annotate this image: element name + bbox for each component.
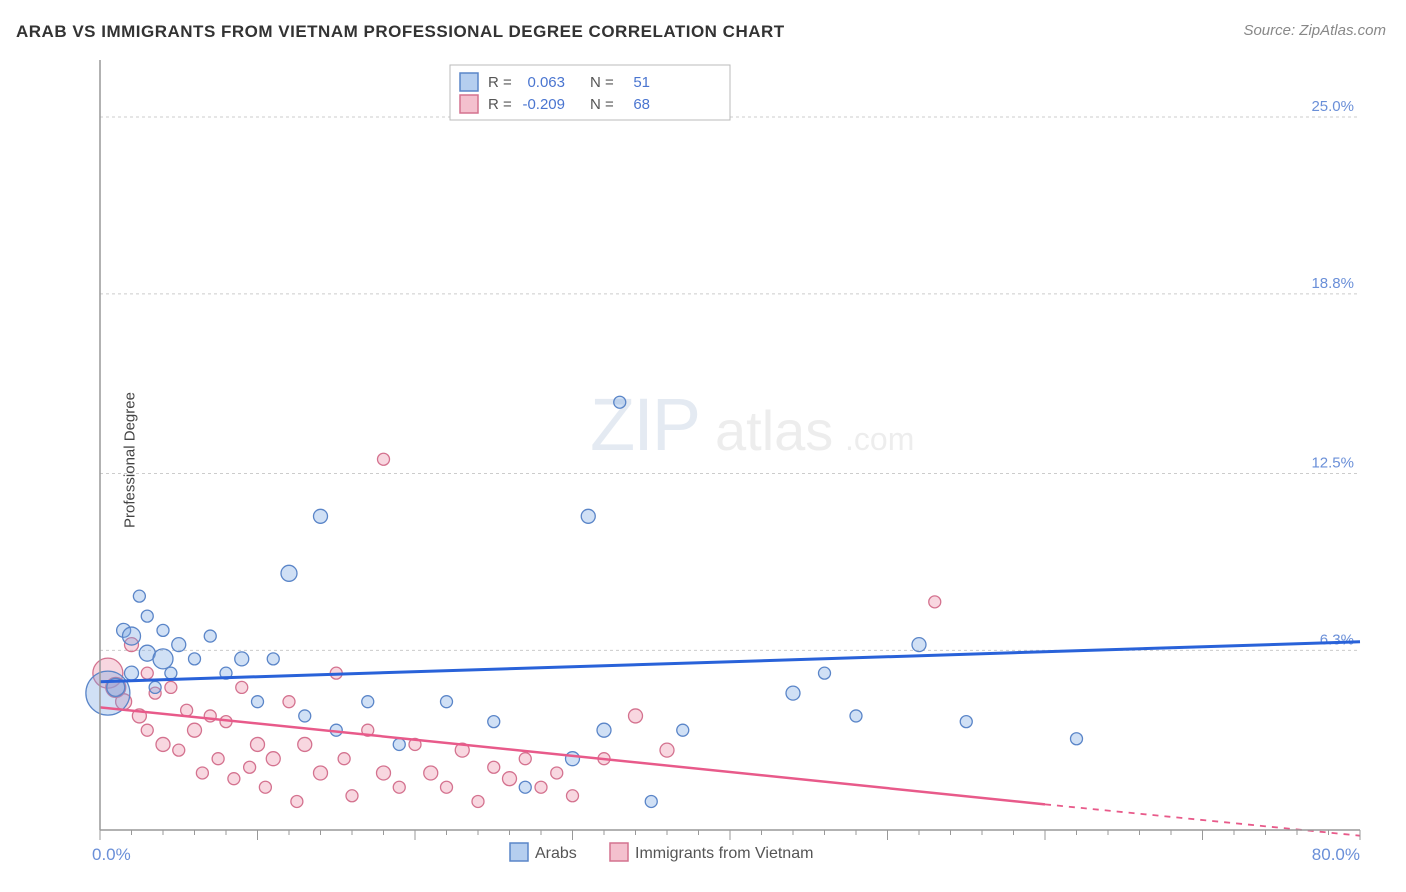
bottom-swatch-vietnam (610, 843, 628, 861)
data-point-vietnam (629, 709, 643, 723)
data-point-vietnam (660, 743, 674, 757)
data-point-arabs (267, 653, 279, 665)
data-point-arabs (314, 509, 328, 523)
data-point-vietnam (298, 737, 312, 751)
data-point-arabs (566, 752, 580, 766)
data-point-arabs (488, 716, 500, 728)
data-point-vietnam (141, 724, 153, 736)
data-point-vietnam (929, 596, 941, 608)
y-tick-label: 12.5% (1311, 455, 1354, 472)
data-point-arabs (645, 795, 657, 807)
data-point-arabs (960, 716, 972, 728)
data-point-arabs (133, 590, 145, 602)
data-point-arabs (819, 667, 831, 679)
data-point-arabs (125, 666, 139, 680)
data-point-arabs (519, 781, 531, 793)
data-point-vietnam (535, 781, 547, 793)
data-point-vietnam (251, 737, 265, 751)
bottom-label-arabs: Arabs (535, 845, 577, 862)
data-point-arabs (149, 681, 161, 693)
data-point-vietnam (236, 681, 248, 693)
data-point-arabs (235, 652, 249, 666)
legend-r-label: R = (488, 96, 512, 113)
data-point-arabs (189, 653, 201, 665)
legend-r-arabs: 0.063 (527, 74, 565, 91)
legend-r-label: R = (488, 74, 512, 91)
legend-n-arabs: 51 (633, 74, 650, 91)
data-point-vietnam (156, 737, 170, 751)
data-point-arabs (299, 710, 311, 722)
data-point-arabs (912, 638, 926, 652)
source-label: Source: ZipAtlas.com (1243, 22, 1386, 39)
regression-line-arabs (100, 642, 1360, 682)
data-point-vietnam (283, 696, 295, 708)
data-point-vietnam (291, 795, 303, 807)
data-point-arabs (597, 723, 611, 737)
y-tick-label: 25.0% (1311, 98, 1354, 115)
data-point-arabs (677, 724, 689, 736)
data-point-vietnam (181, 704, 193, 716)
data-point-vietnam (519, 753, 531, 765)
data-point-vietnam (259, 781, 271, 793)
data-point-vietnam (244, 761, 256, 773)
data-point-vietnam (266, 752, 280, 766)
data-point-vietnam (378, 453, 390, 465)
data-point-arabs (165, 667, 177, 679)
data-point-vietnam (141, 667, 153, 679)
data-point-arabs (850, 710, 862, 722)
chart-title: ARAB VS IMMIGRANTS FROM VIETNAM PROFESSI… (16, 22, 785, 42)
x-max-label: 80.0% (1312, 845, 1360, 864)
data-point-vietnam (503, 772, 517, 786)
legend-n-label: N = (590, 96, 614, 113)
data-point-arabs (393, 738, 405, 750)
y-tick-label: 18.8% (1311, 275, 1354, 292)
data-point-vietnam (212, 753, 224, 765)
data-point-vietnam (393, 781, 405, 793)
scatter-chart: 6.3% 12.5% 18.8% 25.0% ZIP atlas .com 0.0% 80.0%… (50, 60, 1370, 880)
data-point-vietnam (424, 766, 438, 780)
x-min-label: 0.0% (92, 845, 131, 864)
bottom-label-vietnam: Immigrants from Vietnam (635, 845, 813, 862)
data-point-vietnam (377, 766, 391, 780)
y-tick-label: 6.3% (1320, 631, 1354, 648)
data-point-vietnam (173, 744, 185, 756)
bottom-swatch-arabs (510, 843, 528, 861)
data-point-vietnam (472, 795, 484, 807)
data-point-vietnam (338, 753, 350, 765)
data-point-vietnam (567, 790, 579, 802)
data-point-arabs (157, 624, 169, 636)
svg-text:.com: .com (845, 421, 914, 457)
watermark: ZIP atlas .com (590, 383, 914, 466)
data-point-vietnam (488, 761, 500, 773)
data-point-vietnam (441, 781, 453, 793)
legend-n-label: N = (590, 74, 614, 91)
data-point-arabs (362, 696, 374, 708)
legend-r-vietnam: -0.209 (522, 96, 565, 113)
data-point-arabs (1071, 733, 1083, 745)
data-point-arabs (786, 686, 800, 700)
data-point-vietnam (196, 767, 208, 779)
data-point-arabs (172, 638, 186, 652)
legend-swatch-arabs (460, 73, 478, 91)
data-point-arabs (141, 610, 153, 622)
data-point-vietnam (314, 766, 328, 780)
svg-text:atlas: atlas (715, 399, 833, 462)
data-point-vietnam (228, 773, 240, 785)
data-point-arabs (614, 396, 626, 408)
data-point-vietnam (188, 723, 202, 737)
data-point-arabs (581, 509, 595, 523)
data-point-arabs (281, 565, 297, 581)
data-point-vietnam (165, 681, 177, 693)
data-point-vietnam (551, 767, 563, 779)
legend-swatch-vietnam (460, 95, 478, 113)
svg-text:ZIP: ZIP (590, 383, 699, 466)
data-point-arabs (123, 627, 141, 645)
data-point-arabs (441, 696, 453, 708)
data-point-vietnam (346, 790, 358, 802)
data-point-arabs (153, 649, 173, 669)
legend-n-vietnam: 68 (633, 96, 650, 113)
data-point-arabs (252, 696, 264, 708)
data-point-arabs (204, 630, 216, 642)
